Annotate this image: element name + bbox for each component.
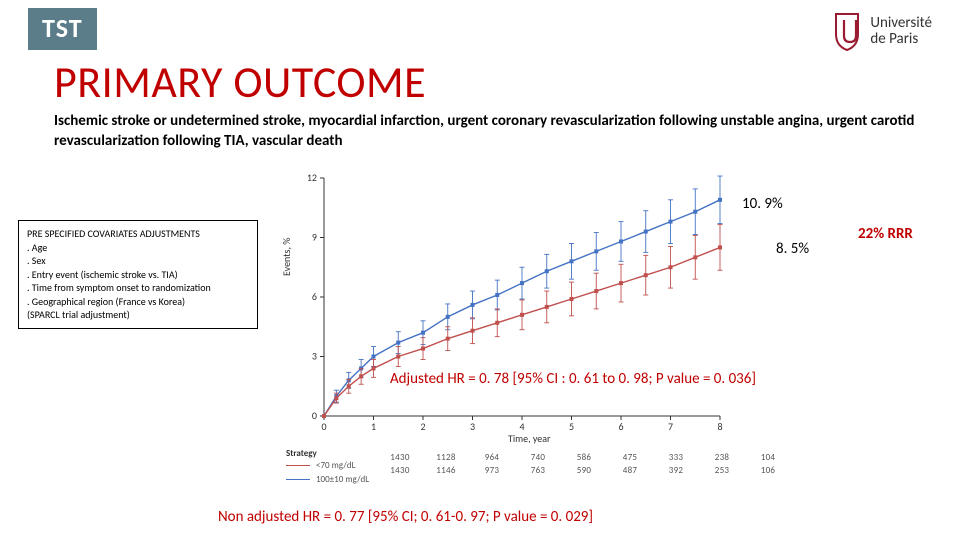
nrisk-cell: 253 [700,465,744,476]
tst-label: TST [42,12,83,44]
nrisk-cell: 590 [562,465,606,476]
x-axis-label: Time, year [508,432,551,445]
nrisk-cell: 964 [470,452,514,463]
covariate-item: . Age [27,241,247,255]
svg-text:9: 9 [312,231,317,244]
svg-text:3: 3 [312,350,317,363]
covariate-item: . Entry event (ischemic stroke vs. TIA) [27,268,247,282]
page-title: PRIMARY OUTCOME [54,55,426,109]
strategy-label: <70 mg/dL [316,459,355,473]
nrisk-cell: 740 [516,452,560,463]
strategy-header: Strategy [286,448,369,459]
svg-text:6: 6 [312,290,317,303]
annotation-rrr: 22% RRR [858,225,913,243]
nrisk-cell: 763 [516,465,560,476]
svg-text:1: 1 [371,420,376,433]
logo-line2: de Paris [870,32,932,48]
strategy-legend: Strategy <70 mg/dL 100±10 mg/dL [286,448,369,486]
covariate-item: . Time from symptom onset to randomizati… [27,281,247,295]
nrisk-cell: 1146 [424,465,468,476]
svg-text:3: 3 [470,420,475,433]
nrisk-cell: 104 [746,452,790,463]
strategy-row: <70 mg/dL [286,459,369,473]
strategy-label: 100±10 mg/dL [316,473,369,487]
nrisk-cell: 586 [562,452,606,463]
hr-adjusted-text: Adjusted HR = 0. 78 [95% CI : 0. 61 to 0… [390,370,756,388]
subtitle: Ischemic stroke or undetermined stroke, … [54,112,932,151]
nrisk-cell: 1430 [378,452,422,463]
covariates-box: PRE SPECIFIED COVARIATES ADJUSTMENTS . A… [18,220,258,329]
strategy-row: 100±10 mg/dL [286,473,369,487]
svg-text:0: 0 [321,420,326,433]
nrisk-cell: 1128 [424,452,468,463]
nrisk-cell: 487 [608,465,652,476]
legend-swatch-icon [286,479,310,480]
svg-text:5: 5 [569,420,574,433]
legend-swatch-icon [286,465,310,466]
nrisk-cell: 475 [608,452,652,463]
svg-text:7: 7 [668,420,673,433]
covariate-item: . Geographical region (France vs Korea) [27,295,247,309]
logo: Université de Paris [832,12,932,52]
km-chart: 036912012345678 [286,170,726,440]
nrisk-cell: 333 [654,452,698,463]
hr-nonadjusted-text: Non adjusted HR = 0. 77 [95% CI; 0. 61-0… [218,508,593,526]
svg-text:8: 8 [717,420,722,433]
nrisk-cell: 106 [746,465,790,476]
annotation-upper-pct: 10. 9% [742,195,783,213]
shield-icon [832,12,862,52]
svg-text:2: 2 [420,420,425,433]
covariate-item: (SPARCL trial adjustment) [27,308,247,322]
svg-text:6: 6 [618,420,623,433]
annotation-lower-pct: 8. 5% [776,240,809,258]
covariate-item: . Sex [27,254,247,268]
nrisk-cell: 1430 [378,465,422,476]
n-at-risk-table: 14301128964740586475333238104 14301146973… [376,450,792,478]
nrisk-cell: 392 [654,465,698,476]
y-axis-label: Events, % [280,238,293,276]
svg-text:0: 0 [312,409,317,422]
covariates-header: PRE SPECIFIED COVARIATES ADJUSTMENTS [27,227,247,241]
nrisk-cell: 238 [700,452,744,463]
svg-text:12: 12 [307,171,317,184]
tst-badge: TST [28,8,97,50]
nrisk-cell: 973 [470,465,514,476]
